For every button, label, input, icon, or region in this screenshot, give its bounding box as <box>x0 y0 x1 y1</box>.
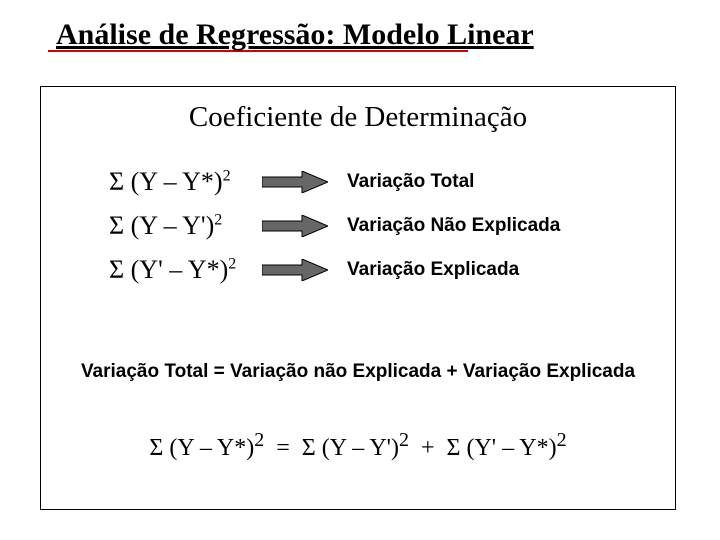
variation-label: Variação Explicada <box>347 259 519 281</box>
formula-text: Σ (Y – Y*)2 <box>109 167 259 197</box>
equation-formula: Σ (Y – Y*)2 = Σ (Y – Y')2 + Σ (Y' – Y*)2 <box>41 429 675 462</box>
formula-row: Σ (Y – Y')2 Variação Não Explicada <box>109 211 560 241</box>
arrow-icon <box>259 259 331 281</box>
page-title: Análise de Regressão: Modelo Linear <box>56 18 690 52</box>
formula-text: Σ (Y' – Y*)2 <box>109 255 259 285</box>
formula-row: Σ (Y' – Y*)2 Variação Explicada <box>109 255 519 285</box>
formula-text: Σ (Y – Y')2 <box>109 211 259 241</box>
equation-words: Variação Total = Variação não Explicada … <box>41 361 675 383</box>
variation-label: Variação Não Explicada <box>347 215 560 237</box>
formula-row: Σ (Y – Y*)2 Variação Total <box>109 167 474 197</box>
arrow-icon <box>259 171 331 193</box>
content-box: Coeficiente de Determinação Σ (Y – Y*)2 … <box>40 86 676 510</box>
variation-label: Variação Total <box>347 171 474 193</box>
subtitle: Coeficiente de Determinação <box>41 101 675 134</box>
arrow-icon <box>259 215 331 237</box>
